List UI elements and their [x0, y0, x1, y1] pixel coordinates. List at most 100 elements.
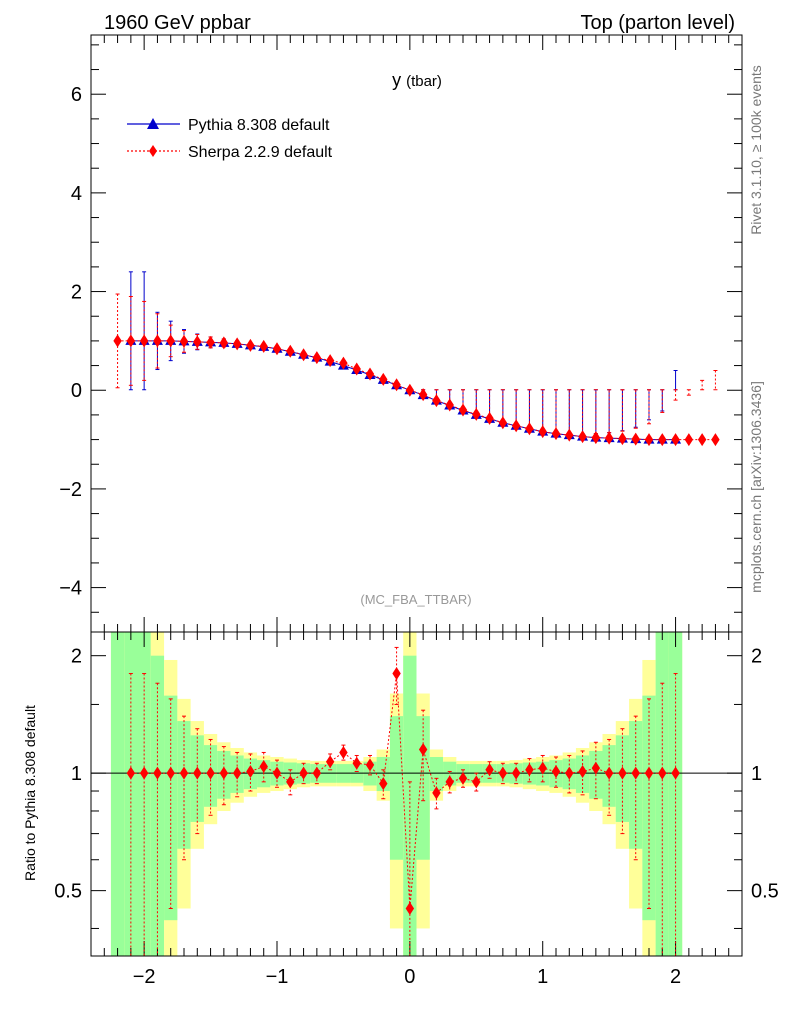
band-inner [403, 655, 417, 956]
sherpa-marker [458, 403, 468, 417]
ratio-y-tick-label: 2 [71, 646, 82, 668]
sherpa-marker [538, 425, 547, 439]
sherpa-ratio-marker [604, 766, 614, 780]
sherpa-ratio-marker [458, 771, 468, 785]
ratio-y-tick-label: 0.5 [54, 881, 82, 903]
sherpa-marker [206, 335, 215, 349]
sherpa-marker [618, 432, 627, 446]
x-tick-label: −1 [266, 966, 289, 988]
sherpa-ratio-marker [472, 775, 481, 789]
sherpa-marker [525, 422, 534, 436]
sherpa-ratio-marker [618, 766, 627, 780]
sherpa-marker [352, 362, 361, 376]
side-rivet: Rivet 3.1.10, ≥ 100k events [748, 65, 764, 235]
sherpa-ratio-marker [352, 756, 361, 770]
legend-marker-sherpa [149, 145, 157, 157]
sherpa-marker [246, 338, 255, 352]
legend-label-sherpa: Sherpa 2.2.9 default [188, 144, 333, 161]
sherpa-ratio-marker [432, 786, 441, 800]
sherpa-ratio-marker [179, 766, 189, 780]
pythia-line [130, 340, 676, 441]
sherpa-ratio-marker [485, 763, 494, 777]
plot-title-main: y [392, 70, 401, 90]
sherpa-marker [219, 336, 229, 350]
sherpa-ratio-marker [153, 766, 162, 780]
sherpa-ratio-marker [339, 745, 348, 759]
sherpa-marker [325, 354, 335, 368]
y-tick-label: −2 [59, 479, 82, 501]
band-inner [110, 632, 125, 956]
sherpa-ratio-marker [286, 775, 295, 789]
sherpa-marker [113, 334, 122, 348]
sherpa-marker [232, 337, 242, 351]
sherpa-ratio-marker [365, 758, 375, 772]
sherpa-marker [671, 433, 680, 447]
legend-marker-pythia [147, 118, 159, 129]
sherpa-marker [392, 378, 401, 392]
band-inner [429, 757, 444, 792]
x-tick-label: 2 [670, 966, 681, 988]
band-inner [655, 632, 669, 956]
sherpa-ratio-marker [565, 766, 574, 780]
sherpa-marker [126, 334, 136, 348]
x-tick-label: 0 [404, 966, 415, 988]
sherpa-ratio-marker [206, 766, 215, 780]
sherpa-ratio-marker [644, 766, 654, 780]
sherpa-marker [153, 334, 162, 348]
band-inner [150, 655, 165, 956]
sherpa-ratio-marker [246, 764, 255, 778]
sherpa-ratio-marker [219, 766, 229, 780]
ratio-y-tick-label-right: 2 [751, 646, 762, 668]
sherpa-ratio-marker [418, 742, 428, 756]
sherpa-ratio-marker [405, 901, 415, 915]
sherpa-marker [498, 416, 508, 430]
sherpa-marker [299, 348, 308, 362]
sherpa-marker [259, 339, 268, 353]
plot-title: y (tbar) [392, 70, 442, 90]
y-tick-label: −4 [59, 578, 82, 600]
sherpa-marker [684, 433, 694, 447]
sherpa-ratio-marker [232, 766, 242, 780]
sherpa-ratio-marker [658, 766, 667, 780]
watermark: (MC_FBA_TTBAR) [360, 592, 471, 607]
sherpa-marker [405, 383, 415, 397]
sherpa-marker [697, 433, 707, 447]
y-tick-label: 6 [71, 84, 82, 106]
sherpa-marker [432, 394, 441, 408]
sherpa-marker [578, 430, 587, 444]
sherpa-marker [631, 432, 640, 446]
sherpa-ratio-marker [511, 766, 521, 780]
ratio-y-tick-label-right: 0.5 [751, 881, 779, 903]
sherpa-marker [551, 427, 561, 441]
legend: Pythia 8.308 default Sherpa 2.2.9 defaul… [127, 117, 333, 161]
ratio-uncertainty-bands [91, 632, 742, 956]
ratio-plot-frame [90, 631, 743, 957]
sherpa-marker [644, 433, 654, 447]
sherpa-marker [418, 388, 428, 402]
sherpa-ratio-marker [671, 766, 680, 780]
sherpa-marker [711, 433, 720, 447]
ratio-y-tick-label-right: 1 [751, 763, 762, 785]
sherpa-ratio-marker [325, 755, 335, 769]
sherpa-marker [591, 431, 601, 445]
ratio-axis-ticks: 0.5 0.5 1 1 2 2 −2 −1 0 1 2 [54, 632, 779, 988]
plot-title-sub: (tbar) [406, 73, 442, 90]
sherpa-ratio-marker [126, 766, 136, 780]
sherpa-marker [193, 335, 202, 349]
top-axis-ticks: −4 −2 0 2 4 6 [59, 35, 742, 632]
header-right: Top (parton level) [580, 12, 735, 34]
sherpa-ratio-marker [525, 763, 534, 777]
y-tick-label: 0 [71, 380, 82, 402]
sherpa-ratio-marker [538, 761, 547, 775]
sherpa-ratio-marker [259, 760, 268, 774]
sherpa-marker [166, 334, 175, 348]
x-tick-label: −2 [133, 966, 156, 988]
sherpa-ratio-marker [498, 766, 508, 780]
sherpa-ratio-marker [166, 766, 175, 780]
sherpa-ratio-marker [631, 766, 640, 780]
sherpa-ratio-marker [272, 766, 282, 780]
sherpa-ratio-marker [139, 766, 149, 780]
sherpa-marker [485, 411, 494, 425]
sherpa-marker [179, 334, 189, 348]
